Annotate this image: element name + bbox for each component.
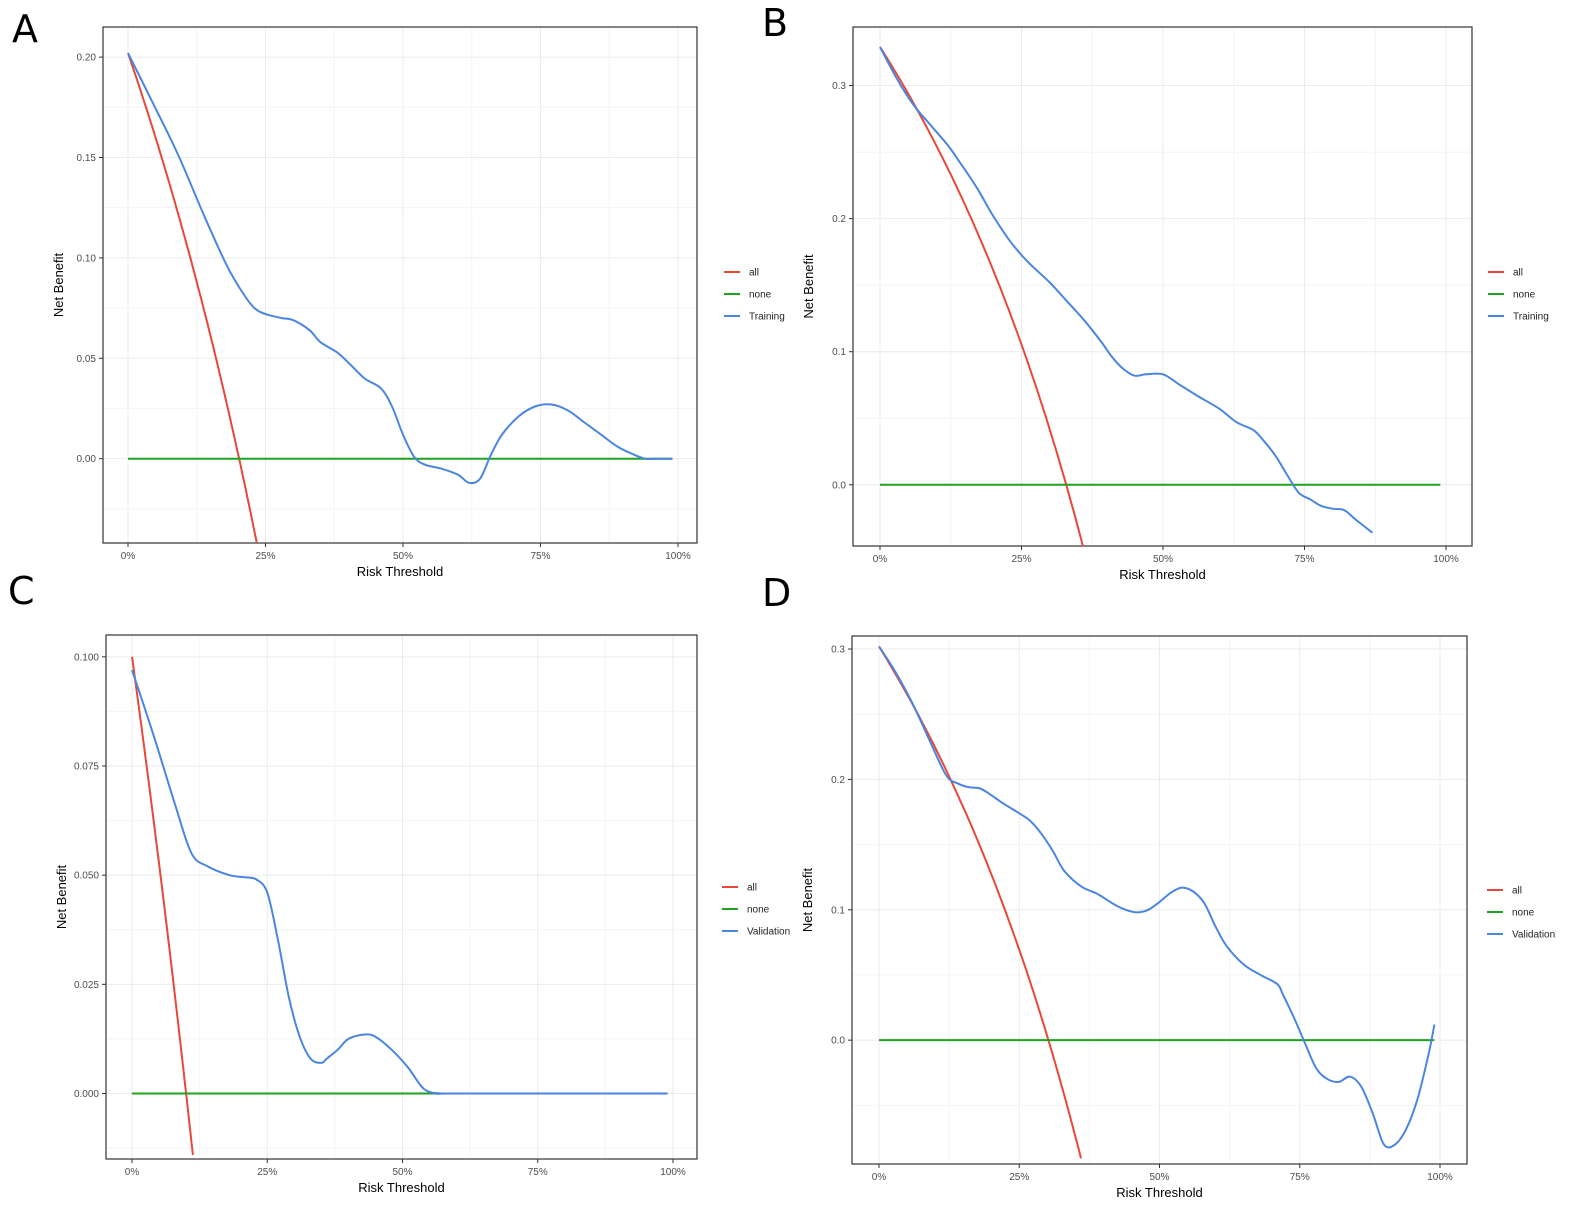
y-tick-label: 0.20 — [77, 53, 97, 64]
chart-panel-d: 0% 25% 50% 75% 100% 0.0 0.1 0.2 0.3 Risk Threshol… — [800, 635, 1555, 1200]
y-tick-label: 0.100 — [74, 652, 99, 663]
series-line-training — [879, 46, 1374, 534]
x-tick-label: 0% — [125, 1167, 140, 1178]
x-tick-label: 75% — [530, 551, 550, 562]
x-tick-label: 100% — [1433, 554, 1459, 565]
y-axis-title: Net Benefit — [51, 252, 66, 317]
y-axis-title: Net Benefit — [801, 254, 816, 319]
series-line-training — [127, 52, 673, 485]
panel-letter-a: A — [12, 7, 38, 51]
panel-letter-c: C — [8, 569, 35, 613]
x-axis-title: Risk Threshold — [1116, 1185, 1202, 1200]
y-tick-label: 0.05 — [77, 354, 97, 365]
chart-panel-c: 0% 25% 50% 75% 100% 0.000 0.025 0.050 0.075 0.100… — [54, 634, 790, 1195]
y-tick-label: 0.0 — [832, 480, 846, 491]
x-tick-label: 50% — [1149, 1172, 1169, 1183]
y-axis-title: Net Benefit — [800, 867, 815, 932]
series-line-all — [127, 52, 258, 543]
x-axis-title: Risk Threshold — [357, 564, 443, 579]
series-line-all — [131, 656, 194, 1156]
y-tick-label: 0.025 — [74, 980, 99, 991]
x-tick-label: 50% — [1153, 554, 1173, 565]
chart-panel-a: 0% 25% 50% 75% 100% 0.00 0.05 0.10 0.15 0.20 Risk … — [51, 26, 785, 579]
x-tick-label: 0% — [121, 551, 136, 562]
y-axis-title: Net Benefit — [54, 864, 69, 929]
x-tick-label: 50% — [392, 1167, 412, 1178]
legend-label-none: none — [1513, 290, 1536, 301]
panel-letter-d: D — [762, 571, 792, 615]
series-line-all — [879, 46, 1084, 546]
y-tick-label: 0.0 — [831, 1036, 845, 1047]
panel-letter-b: B — [762, 1, 789, 45]
x-tick-label: 25% — [1011, 554, 1031, 565]
y-tick-label: 0.3 — [832, 81, 846, 92]
x-tick-label: 75% — [1290, 1172, 1310, 1183]
series-line-all — [878, 645, 1082, 1159]
legend-label-none: none — [1512, 908, 1535, 919]
x-tick-label: 100% — [660, 1167, 686, 1178]
x-tick-label: 50% — [393, 551, 413, 562]
x-tick-label: 25% — [255, 551, 275, 562]
series-line-validation — [131, 669, 668, 1095]
x-tick-label: 0% — [873, 554, 888, 565]
x-tick-label: 25% — [257, 1167, 277, 1178]
x-tick-label: 100% — [665, 551, 691, 562]
legend-label-training: Training — [1513, 312, 1549, 323]
plot-frame — [105, 634, 698, 1160]
y-tick-label: 0.050 — [74, 871, 99, 882]
y-tick-label: 0.15 — [77, 153, 97, 164]
chart-panel-b: 0% 25% 50% 75% 100% 0.0 0.1 0.2 0.3 Risk Threshol… — [801, 26, 1549, 582]
series-line-validation — [878, 645, 1436, 1149]
x-tick-label: 75% — [1294, 554, 1314, 565]
y-tick-label: 0.075 — [74, 762, 99, 773]
x-axis-title: Risk Threshold — [1119, 567, 1205, 582]
y-tick-label: 0.2 — [832, 214, 846, 225]
x-axis-title: Risk Threshold — [358, 1180, 444, 1195]
legend-label-validation: Validation — [1512, 930, 1555, 941]
legend-label-validation: Validation — [747, 927, 790, 938]
x-tick-label: 75% — [528, 1167, 548, 1178]
y-tick-label: 0.10 — [77, 253, 97, 264]
x-tick-label: 25% — [1009, 1172, 1029, 1183]
y-tick-label: 0.2 — [831, 775, 845, 786]
x-tick-label: 100% — [1427, 1172, 1453, 1183]
y-tick-label: 0.000 — [74, 1089, 99, 1100]
legend-label-all: all — [1512, 886, 1522, 897]
plot-frame — [102, 26, 698, 544]
legend-label-all: all — [749, 268, 759, 279]
y-tick-label: 0.3 — [831, 645, 845, 656]
x-tick-label: 0% — [872, 1172, 887, 1183]
legend-label-none: none — [747, 905, 770, 916]
y-tick-label: 0.00 — [77, 454, 97, 465]
y-tick-label: 0.1 — [831, 905, 845, 916]
legend-label-all: all — [747, 883, 757, 894]
legend-label-training: Training — [749, 312, 785, 323]
y-tick-label: 0.1 — [832, 347, 846, 358]
legend-label-none: none — [749, 290, 772, 301]
legend-label-all: all — [1513, 268, 1523, 279]
